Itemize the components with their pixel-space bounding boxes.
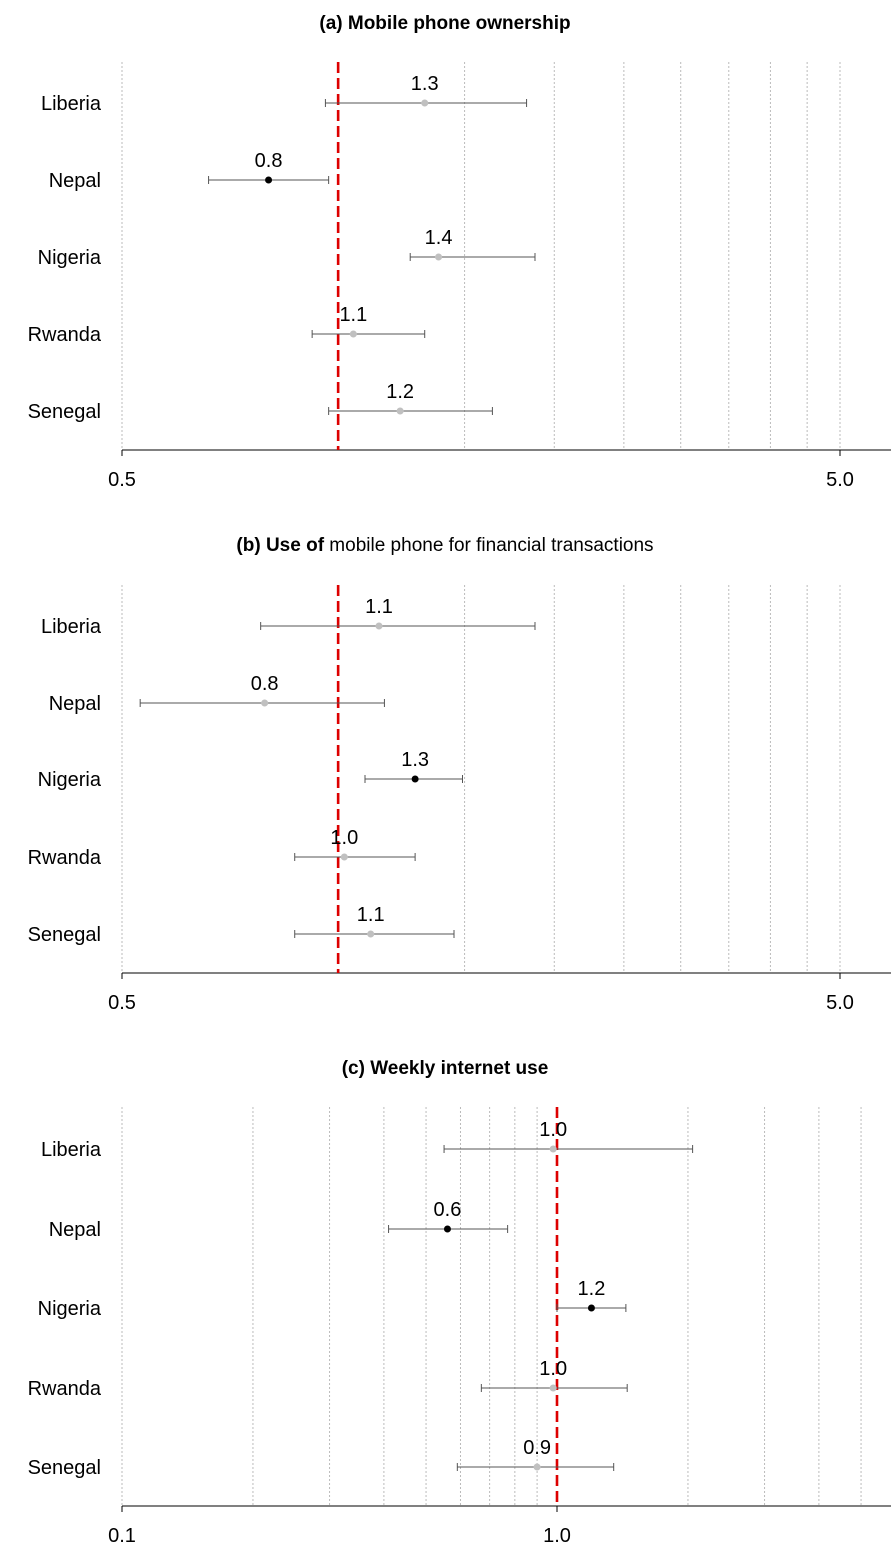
value-label: 1.1 (357, 904, 385, 926)
panel-title: (a) Mobile phone ownership (319, 13, 570, 34)
point-estimate (375, 622, 383, 630)
row-senegal: Senegal 1.2 (28, 381, 493, 423)
category-label: Nigeria (38, 1298, 102, 1320)
panel-b: (b) Use of mobile phone for financial tr… (28, 535, 891, 1014)
category-label: Nepal (49, 1219, 101, 1241)
category-label: Nepal (49, 693, 101, 715)
value-label: 1.0 (539, 1358, 567, 1380)
point-estimate (435, 253, 443, 261)
row-nepal: Nepal 0.8 (49, 150, 330, 192)
row-rwanda: Rwanda 1.1 (28, 304, 426, 346)
x-tick-label: 0.5 (108, 469, 136, 491)
category-label: Senegal (28, 924, 101, 946)
panel-a: (a) Mobile phone ownership 0.5 5.0 Liberia 1… (28, 13, 891, 491)
row-rwanda: Rwanda 1.0 (28, 827, 416, 869)
value-label: 1.4 (425, 227, 453, 249)
point-estimate (261, 699, 269, 707)
category-label: Nepal (49, 170, 101, 192)
category-label: Rwanda (28, 847, 102, 869)
row-liberia: Liberia 1.0 (41, 1119, 694, 1161)
value-label: 1.2 (386, 381, 414, 403)
category-label: Rwanda (28, 1378, 102, 1400)
value-label: 1.0 (539, 1119, 567, 1141)
x-tick-label: 1.0 (543, 1525, 571, 1547)
point-estimate (587, 1304, 595, 1312)
value-label: 1.2 (578, 1278, 606, 1300)
point-estimate (396, 407, 404, 415)
point-estimate (411, 775, 419, 783)
row-senegal: Senegal 0.9 (28, 1437, 615, 1479)
category-label: Nigeria (38, 247, 102, 269)
point-estimate (265, 176, 273, 184)
row-nigeria: Nigeria 1.4 (38, 227, 536, 269)
value-label: 1.0 (330, 827, 358, 849)
value-label: 0.8 (255, 150, 283, 172)
value-label: 0.8 (251, 673, 279, 695)
point-estimate (421, 99, 429, 107)
row-rwanda: Rwanda 1.0 (28, 1358, 628, 1400)
point-estimate (367, 930, 375, 938)
row-nigeria: Nigeria 1.2 (38, 1278, 627, 1320)
row-senegal: Senegal 1.1 (28, 904, 455, 946)
value-label: 0.6 (434, 1199, 462, 1221)
point-estimate (549, 1145, 557, 1153)
point-estimate (549, 1384, 557, 1392)
value-label: 1.1 (365, 596, 393, 618)
row-nigeria: Nigeria 1.3 (38, 749, 463, 791)
value-label: 1.3 (411, 73, 439, 95)
row-liberia: Liberia 1.3 (41, 73, 528, 115)
x-tick-label: 5.0 (826, 992, 854, 1014)
point-estimate (340, 853, 348, 861)
value-label: 1.1 (339, 304, 367, 326)
panel-title: (c) Weekly internet use (342, 1058, 549, 1079)
x-tick-label: 0.1 (108, 1525, 136, 1547)
category-label: Liberia (41, 1139, 102, 1161)
value-label: 1.3 (401, 749, 429, 771)
row-nepal: Nepal 0.8 (49, 673, 385, 715)
point-estimate (443, 1225, 451, 1233)
point-estimate (533, 1463, 541, 1471)
category-label: Nigeria (38, 769, 102, 791)
category-label: Senegal (28, 401, 101, 423)
category-label: Liberia (41, 616, 102, 638)
category-label: Rwanda (28, 324, 102, 346)
point-estimate (349, 330, 357, 338)
row-nepal: Nepal 0.6 (49, 1199, 509, 1241)
x-tick-label: 0.5 (108, 992, 136, 1014)
panel-c: (c) Weekly internet use 0.1 1.0 Liberia 1.0 N… (28, 1058, 891, 1547)
category-label: Senegal (28, 1457, 101, 1479)
value-label: 0.9 (523, 1437, 551, 1459)
panel-title: (b) Use of mobile phone for financial tr… (236, 535, 653, 556)
row-liberia: Liberia 1.1 (41, 596, 536, 638)
x-tick-label: 5.0 (826, 469, 854, 491)
category-label: Liberia (41, 93, 102, 115)
